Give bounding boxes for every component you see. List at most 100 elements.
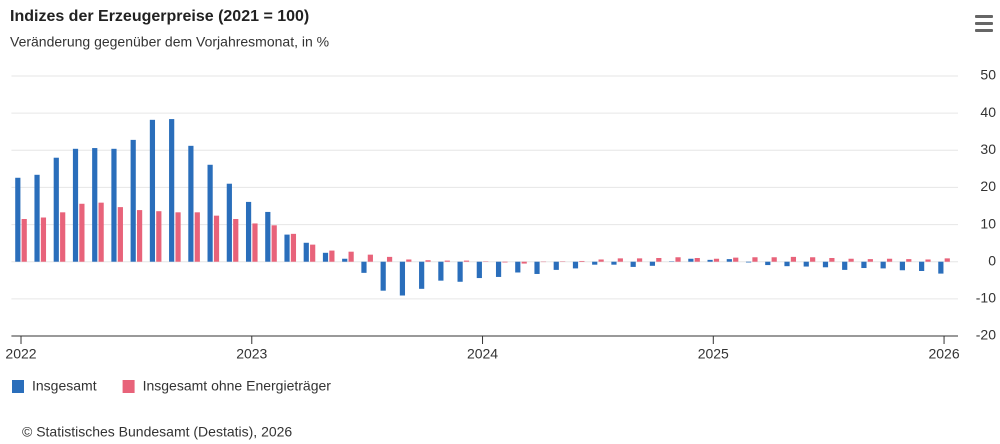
chart-title: Indizes der Erzeugerpreise (2021 = 100) [10, 8, 309, 25]
bar [925, 259, 931, 262]
bar [579, 260, 585, 262]
source: © Statistisches Bundesamt (Destatis), 20… [22, 424, 292, 440]
bar [130, 139, 136, 262]
y-tick-label: -10 [976, 290, 996, 306]
bar [822, 261, 829, 268]
bar [707, 259, 713, 262]
menu-bar [975, 22, 993, 25]
bar [790, 256, 797, 262]
bar [226, 183, 232, 262]
bar [617, 258, 623, 262]
bar [534, 261, 540, 274]
bar [803, 261, 809, 267]
bar [79, 203, 85, 262]
bar [745, 261, 752, 263]
legend-swatch [122, 380, 135, 393]
bar [842, 261, 848, 270]
bar [233, 219, 239, 262]
y-tick-label: 50 [980, 67, 996, 83]
bar [386, 256, 393, 262]
bar [630, 261, 636, 267]
menu-bar [975, 29, 993, 32]
x-tick-label: 2024 [467, 346, 498, 362]
bar [765, 261, 771, 266]
chart-subtitle: Veränderung gegenüber dem Vorjahresmonat… [10, 34, 329, 50]
bar [425, 260, 431, 262]
bar [310, 244, 316, 262]
bar [848, 258, 854, 262]
bar [60, 212, 66, 262]
bar [15, 177, 21, 262]
legend-label: Insgesamt [32, 378, 97, 394]
bar [361, 261, 367, 273]
bar [207, 164, 213, 262]
bar [733, 257, 739, 262]
bar [944, 258, 950, 262]
bar [726, 259, 732, 262]
bar [149, 119, 156, 262]
y-tick-label: 40 [980, 104, 996, 120]
bar [880, 261, 886, 269]
menu-button[interactable] [975, 15, 993, 32]
bar [117, 207, 123, 262]
bar [34, 174, 40, 262]
x-tick-label: 2025 [698, 346, 729, 362]
bar [399, 261, 406, 296]
menu-bar [975, 15, 993, 18]
bar [53, 157, 59, 262]
bar [367, 254, 373, 262]
bar [92, 148, 98, 262]
bar [649, 261, 656, 266]
y-tick-label: 20 [980, 178, 996, 194]
bar [188, 145, 194, 262]
bar [252, 223, 258, 262]
bar [463, 260, 470, 262]
bar [271, 225, 277, 262]
bar [329, 250, 335, 262]
bar [694, 258, 700, 262]
y-tick-label: 30 [980, 141, 996, 157]
bar [675, 257, 681, 262]
bar [861, 261, 867, 269]
bar [688, 258, 694, 262]
bar [829, 258, 835, 262]
bar [194, 212, 200, 262]
legend-label: Insgesamt ohne Energieträger [143, 378, 332, 394]
bar [303, 242, 309, 262]
bar [342, 258, 348, 262]
bar [784, 261, 790, 267]
bar [169, 119, 175, 262]
bar [290, 233, 297, 262]
bar [265, 211, 271, 262]
bar [175, 212, 181, 262]
bar [156, 211, 162, 262]
bar [752, 257, 758, 262]
legend-swatch [12, 380, 24, 393]
bar [611, 261, 617, 265]
bar [598, 259, 604, 262]
bar [906, 259, 912, 262]
bar [476, 261, 482, 279]
bar [72, 148, 79, 262]
bar [899, 261, 905, 271]
bar [245, 201, 252, 262]
bar [636, 258, 643, 262]
x-tick-label: 2023 [236, 346, 267, 362]
bar [572, 261, 579, 269]
bar [419, 261, 425, 289]
bar [771, 257, 777, 262]
bar [515, 261, 521, 273]
bar [886, 258, 893, 262]
x-tick-label: 2026 [928, 346, 959, 362]
bar [919, 261, 925, 271]
bar [438, 261, 444, 281]
bar [284, 234, 290, 262]
bar [406, 259, 412, 262]
bar [713, 258, 720, 262]
bar [348, 251, 354, 262]
bar [521, 261, 527, 264]
bar [867, 259, 873, 262]
bar [98, 202, 104, 262]
bar [592, 261, 598, 265]
